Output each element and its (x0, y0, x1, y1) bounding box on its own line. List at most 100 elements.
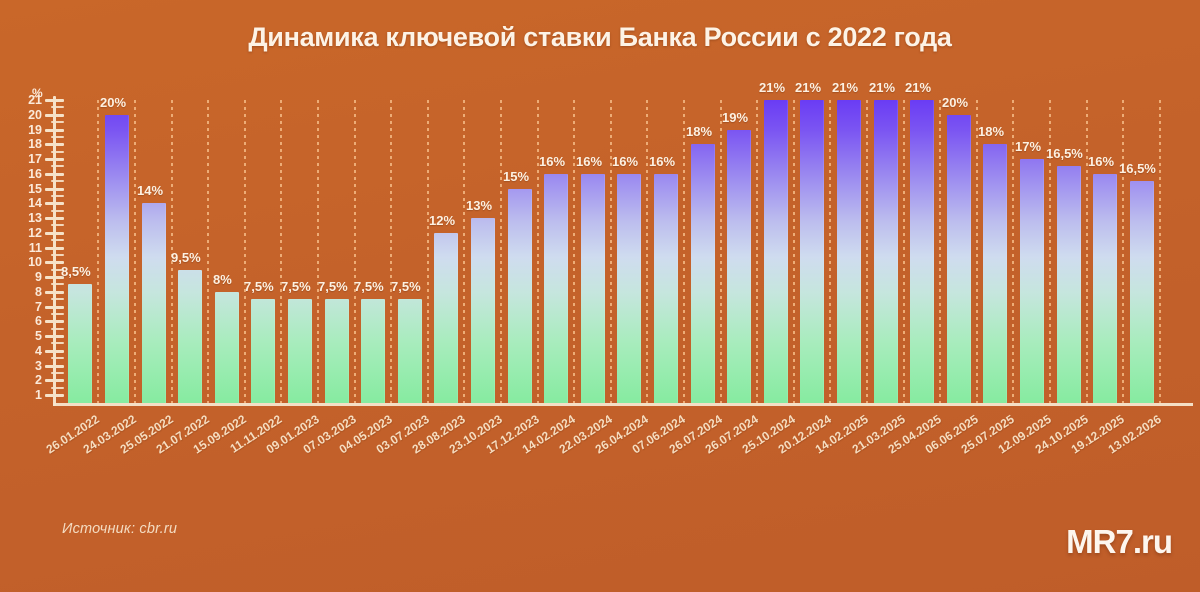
y-axis-minor-tick (51, 371, 64, 374)
bar-value-label: 20% (100, 94, 127, 110)
bar (983, 144, 1007, 403)
gridline (134, 100, 136, 403)
y-axis-tick-label: 19 (28, 122, 42, 137)
y-axis-minor-tick (51, 165, 64, 168)
bar-value-label: 8,5% (61, 264, 91, 280)
bar (251, 299, 275, 403)
bar-value-label: 7,5% (244, 279, 274, 295)
bar (105, 114, 129, 403)
bar-value-label: 18% (686, 124, 713, 140)
bar-fill (105, 114, 129, 403)
bar-fill (800, 100, 824, 403)
mr7-logo: MR7.ru (1066, 523, 1173, 560)
y-axis-tick (45, 202, 64, 206)
y-axis-minor-tick (51, 150, 64, 153)
bar (434, 232, 458, 403)
gridline (171, 100, 173, 403)
gridline (683, 100, 685, 403)
gridline (976, 100, 978, 403)
y-axis-minor-tick (51, 209, 64, 212)
y-axis-tick-label: 16 (28, 166, 42, 181)
gridline (354, 100, 356, 403)
bar-fill (874, 100, 898, 403)
bar-value-label: 13% (466, 198, 493, 213)
gridline (1049, 100, 1051, 403)
gridline (280, 100, 282, 403)
bar-fill (581, 173, 605, 403)
bar-value-label: 17% (1015, 139, 1042, 154)
bar (1057, 166, 1081, 403)
y-axis-tick (45, 305, 64, 309)
chart-title: Динамика ключевой ставки Банка России с … (248, 22, 952, 52)
bar-fill (654, 173, 678, 403)
gridline (244, 100, 246, 403)
y-axis-tick (45, 99, 64, 102)
bar (361, 299, 385, 403)
bar-fill (361, 299, 385, 403)
y-axis-tick-label: 8 (35, 284, 42, 299)
bar-fill (288, 299, 312, 403)
y-axis-minor-tick (51, 312, 64, 315)
y-axis-minor-tick (51, 298, 64, 301)
x-axis-line (53, 403, 1193, 406)
y-axis-tick (45, 231, 64, 235)
y-axis-tick-label: 7 (35, 299, 42, 314)
bar (471, 218, 495, 403)
source-note: Источник: cbr.ru (62, 521, 178, 537)
bar (874, 100, 898, 403)
y-axis-tick (45, 320, 64, 324)
bar-value-label: 16% (576, 153, 603, 169)
bar (1020, 159, 1044, 403)
bar (544, 173, 568, 403)
y-axis-tick-label: 10 (28, 255, 42, 270)
y-axis-minor-tick (51, 327, 64, 330)
bar-fill (910, 100, 934, 403)
gridline (720, 100, 722, 403)
y-axis-minor-tick (51, 224, 64, 227)
bar (1130, 181, 1154, 403)
bar-fill (691, 144, 715, 403)
y-axis-tick-label: 5 (35, 329, 42, 343)
bar-value-label: 7,5% (354, 279, 384, 295)
bar-value-label: 16% (1088, 153, 1115, 169)
bar-value-label: 7,5% (318, 279, 348, 295)
bar (947, 114, 971, 403)
y-axis-tick (45, 364, 64, 368)
y-axis-minor-tick (51, 180, 64, 183)
bar-fill (544, 173, 568, 403)
bar-fill (398, 299, 422, 403)
bar (910, 100, 934, 403)
y-axis-tick (45, 217, 64, 220)
y-axis-unit-label: % (32, 86, 43, 100)
bar (68, 284, 92, 403)
y-axis-minor-tick (51, 357, 64, 360)
y-axis-tick (45, 113, 64, 117)
y-axis-tick (45, 172, 64, 176)
y-axis-tick-label: 9 (35, 270, 42, 284)
bar-fill (983, 144, 1007, 403)
y-axis-minor-tick (51, 253, 64, 256)
y-axis-tick (45, 246, 64, 250)
bar (764, 100, 788, 403)
gridline (829, 100, 831, 403)
y-axis-tick-label: 15 (28, 181, 42, 196)
bar-value-label: 15% (503, 168, 530, 184)
y-axis-line (53, 96, 56, 406)
bar-value-label: 18% (978, 124, 1005, 140)
bar (215, 291, 239, 403)
bar (325, 299, 349, 403)
bar-fill (1020, 159, 1044, 403)
bar-fill (764, 100, 788, 403)
gridline (463, 100, 465, 403)
bar (142, 203, 166, 403)
bar-value-label: 16% (539, 153, 566, 169)
bar-fill (434, 232, 458, 403)
bar-value-label: 12% (429, 212, 456, 228)
bar-fill (215, 291, 239, 403)
bar (654, 173, 678, 403)
bar (617, 173, 641, 403)
y-axis-minor-tick (51, 121, 64, 124)
y-axis-tick-label: 20 (28, 107, 42, 122)
y-axis-minor-tick (51, 386, 64, 389)
